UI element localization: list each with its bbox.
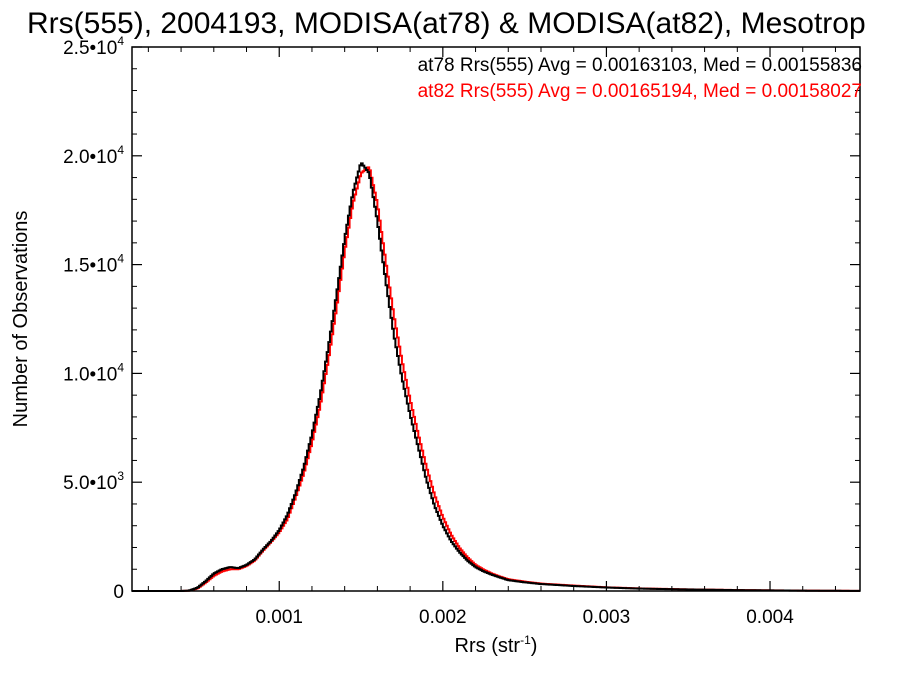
annotation-at78: at78 Rrs(555) Avg = 0.00163103, Med = 0.… xyxy=(418,55,862,76)
x-tick-label: 0.003 xyxy=(583,607,631,628)
y-tick-label: 1.5•104 xyxy=(63,252,124,277)
y-tick-label: 0 xyxy=(113,582,124,603)
y-axis-label: Number of Observations xyxy=(10,211,32,428)
y-tick-label: 1.0•104 xyxy=(63,360,124,385)
x-tick-label: 0.004 xyxy=(746,607,794,628)
chart-title: Rrs(555), 2004193, MODISA(at78) & MODISA… xyxy=(27,7,866,40)
y-tick-label: 5.0•103 xyxy=(63,469,124,494)
x-tick-label: 0.002 xyxy=(419,607,467,628)
axis-ticks: 0.001 0.002 0.003 0.004 0 5.0•103 1.0•104 1.5•1… xyxy=(63,34,860,628)
y-tick-label: 2.5•104 xyxy=(63,34,124,59)
x-tick-label: 0.001 xyxy=(255,607,303,628)
plot-frame xyxy=(131,46,861,592)
y-tick-label: 2.0•104 xyxy=(63,143,124,168)
series-at78-line xyxy=(132,162,860,592)
x-axis-label: Rrs (str-1) xyxy=(455,633,538,657)
annotation-at82: at82 Rrs(555) Avg = 0.00165194, Med = 0.… xyxy=(418,81,862,102)
